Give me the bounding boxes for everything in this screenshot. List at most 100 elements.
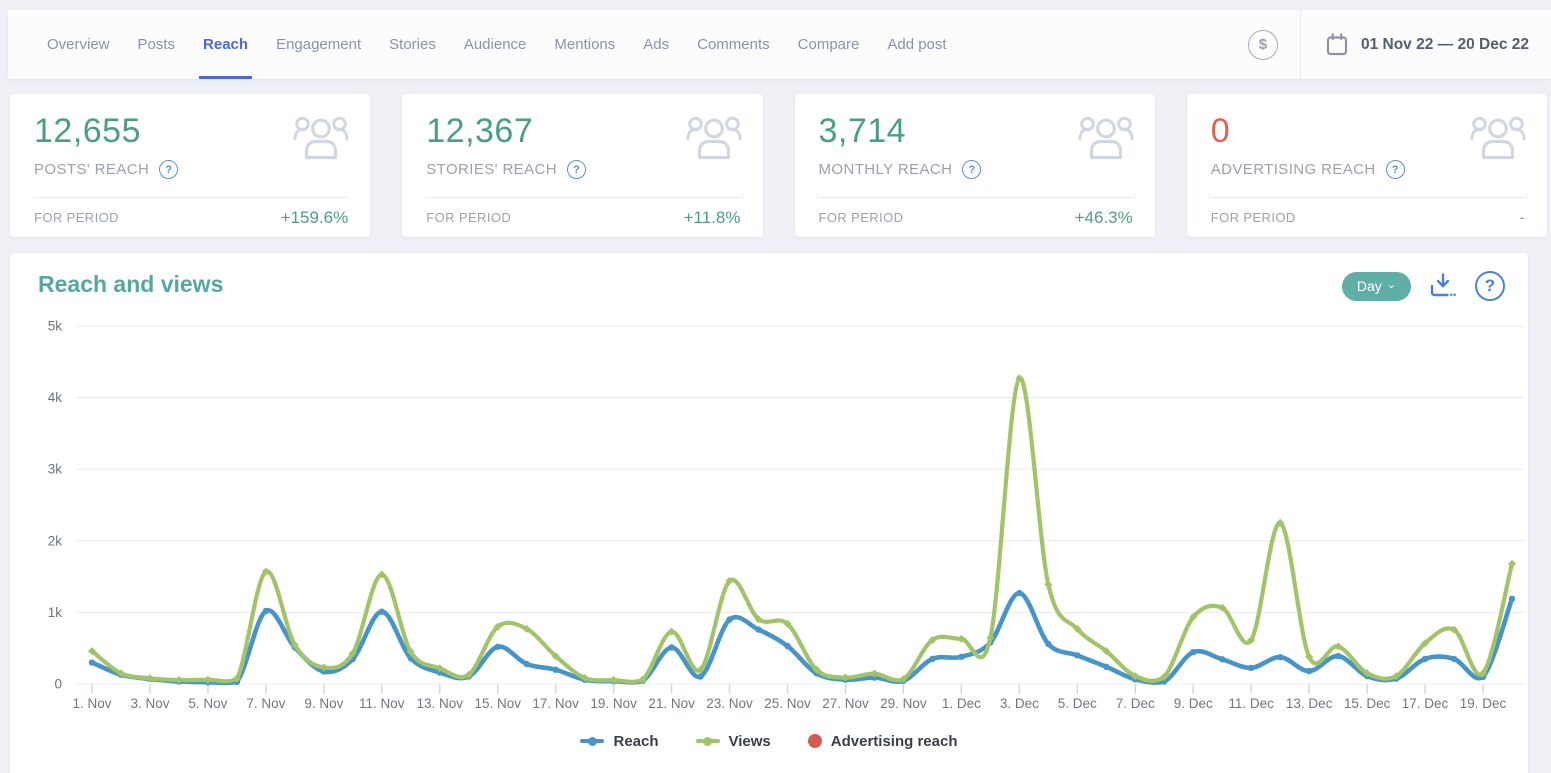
data-point	[1305, 652, 1314, 661]
y-axis-label: 5k	[48, 319, 63, 334]
data-point	[1219, 656, 1226, 663]
currency-icon[interactable]: $	[1247, 29, 1278, 60]
data-point	[668, 644, 675, 651]
legend-item-views[interactable]: Views	[695, 732, 771, 750]
data-point	[522, 624, 531, 633]
data-point	[1421, 639, 1430, 648]
card-advertising-reach: 0 ADVERTISING REACH ? FOR PERIOD -	[1186, 94, 1547, 237]
help-icon[interactable]: ?	[566, 160, 586, 179]
data-point	[1508, 559, 1516, 568]
legend-item-reach[interactable]: Reach	[580, 733, 659, 750]
data-point	[1073, 624, 1082, 633]
period-label: FOR PERIOD	[34, 210, 119, 225]
nav-item-reach[interactable]: Reach	[189, 10, 262, 79]
data-point	[1247, 664, 1255, 672]
card-posts-reach: 12,655 POSTS' REACH ? FOR PERIOD +159.6%	[10, 94, 371, 237]
nav-item-add-post[interactable]: Add post	[887, 36, 947, 53]
data-point	[1305, 667, 1313, 675]
data-point	[870, 669, 879, 678]
y-axis-label: 4k	[48, 390, 63, 405]
nav-divider	[1299, 10, 1301, 79]
data-point	[958, 653, 965, 660]
data-point	[1160, 672, 1169, 681]
x-axis-label: 17. Nov	[532, 696, 579, 711]
x-axis-label: 23. Nov	[706, 696, 753, 711]
download-icon	[1430, 273, 1456, 297]
period-change: -	[1519, 207, 1525, 227]
nav-item-compare[interactable]: Compare	[797, 36, 860, 53]
data-point	[1131, 672, 1140, 681]
data-point	[88, 659, 96, 666]
data-point	[348, 649, 357, 658]
x-axis-label: 11. Dec	[1228, 696, 1274, 711]
y-axis-label: 2k	[48, 533, 63, 548]
data-point	[523, 660, 530, 668]
data-point	[667, 627, 676, 636]
y-axis-label: 1k	[48, 605, 63, 620]
period-label: FOR PERIOD	[426, 210, 512, 225]
download-button[interactable]	[1428, 271, 1458, 301]
panel-title: Reach and views	[38, 271, 224, 297]
chevron-down-icon: ⌄	[1386, 278, 1396, 291]
data-point	[290, 640, 299, 649]
data-point	[929, 655, 936, 663]
data-point	[1421, 655, 1429, 663]
data-point	[986, 633, 995, 642]
nav-item-overview[interactable]: Overview	[47, 36, 110, 53]
audience-people-icon	[686, 115, 742, 165]
card-label: POSTS' REACH	[34, 161, 150, 178]
granularity-dropdown[interactable]: Day ⌄	[1341, 271, 1411, 301]
granularity-value: Day	[1356, 278, 1382, 294]
data-point	[1218, 603, 1227, 612]
nav-item-audience[interactable]: Audience	[463, 36, 527, 53]
reach-views-line-chart[interactable]: 5k 4k 3k 2k 1k 0 1. Nov 3. Nov 5. Nov 7. Nov 9. No…	[10, 253, 1528, 723]
x-axis-label: 9. Dec	[1174, 696, 1213, 711]
nav-item-stories[interactable]: Stories	[389, 36, 436, 53]
data-point	[88, 647, 96, 656]
card-label: STORIES' REACH	[426, 161, 557, 178]
x-axis-label: 21. Nov	[648, 696, 695, 711]
audience-people-icon	[1078, 115, 1134, 165]
data-point	[1450, 655, 1458, 663]
data-point	[116, 669, 125, 678]
legend-label: Views	[728, 732, 771, 750]
data-point	[1276, 518, 1285, 527]
data-point	[754, 615, 763, 624]
period-change: +11.8%	[683, 207, 741, 227]
card-label: ADVERTISING REACH	[1210, 161, 1376, 178]
legend-label: Advertising reach	[830, 732, 958, 750]
nav-item-mentions[interactable]: Mentions	[554, 36, 616, 53]
data-point	[638, 675, 647, 684]
panel-help-button[interactable]: ?	[1475, 271, 1505, 301]
legend-item-advertising-reach[interactable]: Advertising reach	[807, 732, 958, 750]
help-icon[interactable]: ?	[1385, 160, 1405, 179]
x-axis-label: 15. Nov	[474, 696, 521, 711]
x-axis-label: 5. Nov	[188, 696, 227, 711]
nav-item-engagement[interactable]: Engagement	[276, 36, 362, 53]
data-point	[812, 665, 821, 674]
data-point	[726, 616, 733, 623]
data-point	[319, 663, 328, 672]
data-point	[1074, 652, 1081, 659]
data-point	[1334, 652, 1342, 660]
help-icon[interactable]: ?	[962, 160, 982, 179]
nav-item-comments[interactable]: Comments	[697, 36, 770, 53]
card-monthly-reach: 3,714 MONTHLY REACH ? FOR PERIOD +46.3%	[794, 94, 1155, 237]
data-point	[1044, 580, 1053, 589]
audience-people-icon	[1470, 115, 1526, 165]
nav-tabs: Overview Posts Reach Engagement Stories Audie…	[8, 10, 961, 79]
data-point	[551, 652, 560, 661]
data-point	[928, 635, 937, 644]
x-axis-label: 5. Dec	[1058, 696, 1097, 711]
data-point	[957, 634, 966, 643]
date-range-picker[interactable]: 01 Nov 22 — 20 Dec 22	[1301, 10, 1551, 79]
nav-item-posts[interactable]: Posts	[137, 36, 176, 53]
card-value: 12,367	[426, 112, 534, 150]
x-axis-label: 27. Nov	[822, 696, 869, 711]
help-icon[interactable]: ?	[159, 160, 179, 179]
data-point	[1450, 625, 1459, 634]
x-axis-label: 29. Nov	[880, 696, 927, 711]
x-axis-label: 1. Nov	[72, 696, 111, 711]
nav-item-ads[interactable]: Ads	[643, 36, 670, 53]
data-point	[145, 674, 154, 683]
